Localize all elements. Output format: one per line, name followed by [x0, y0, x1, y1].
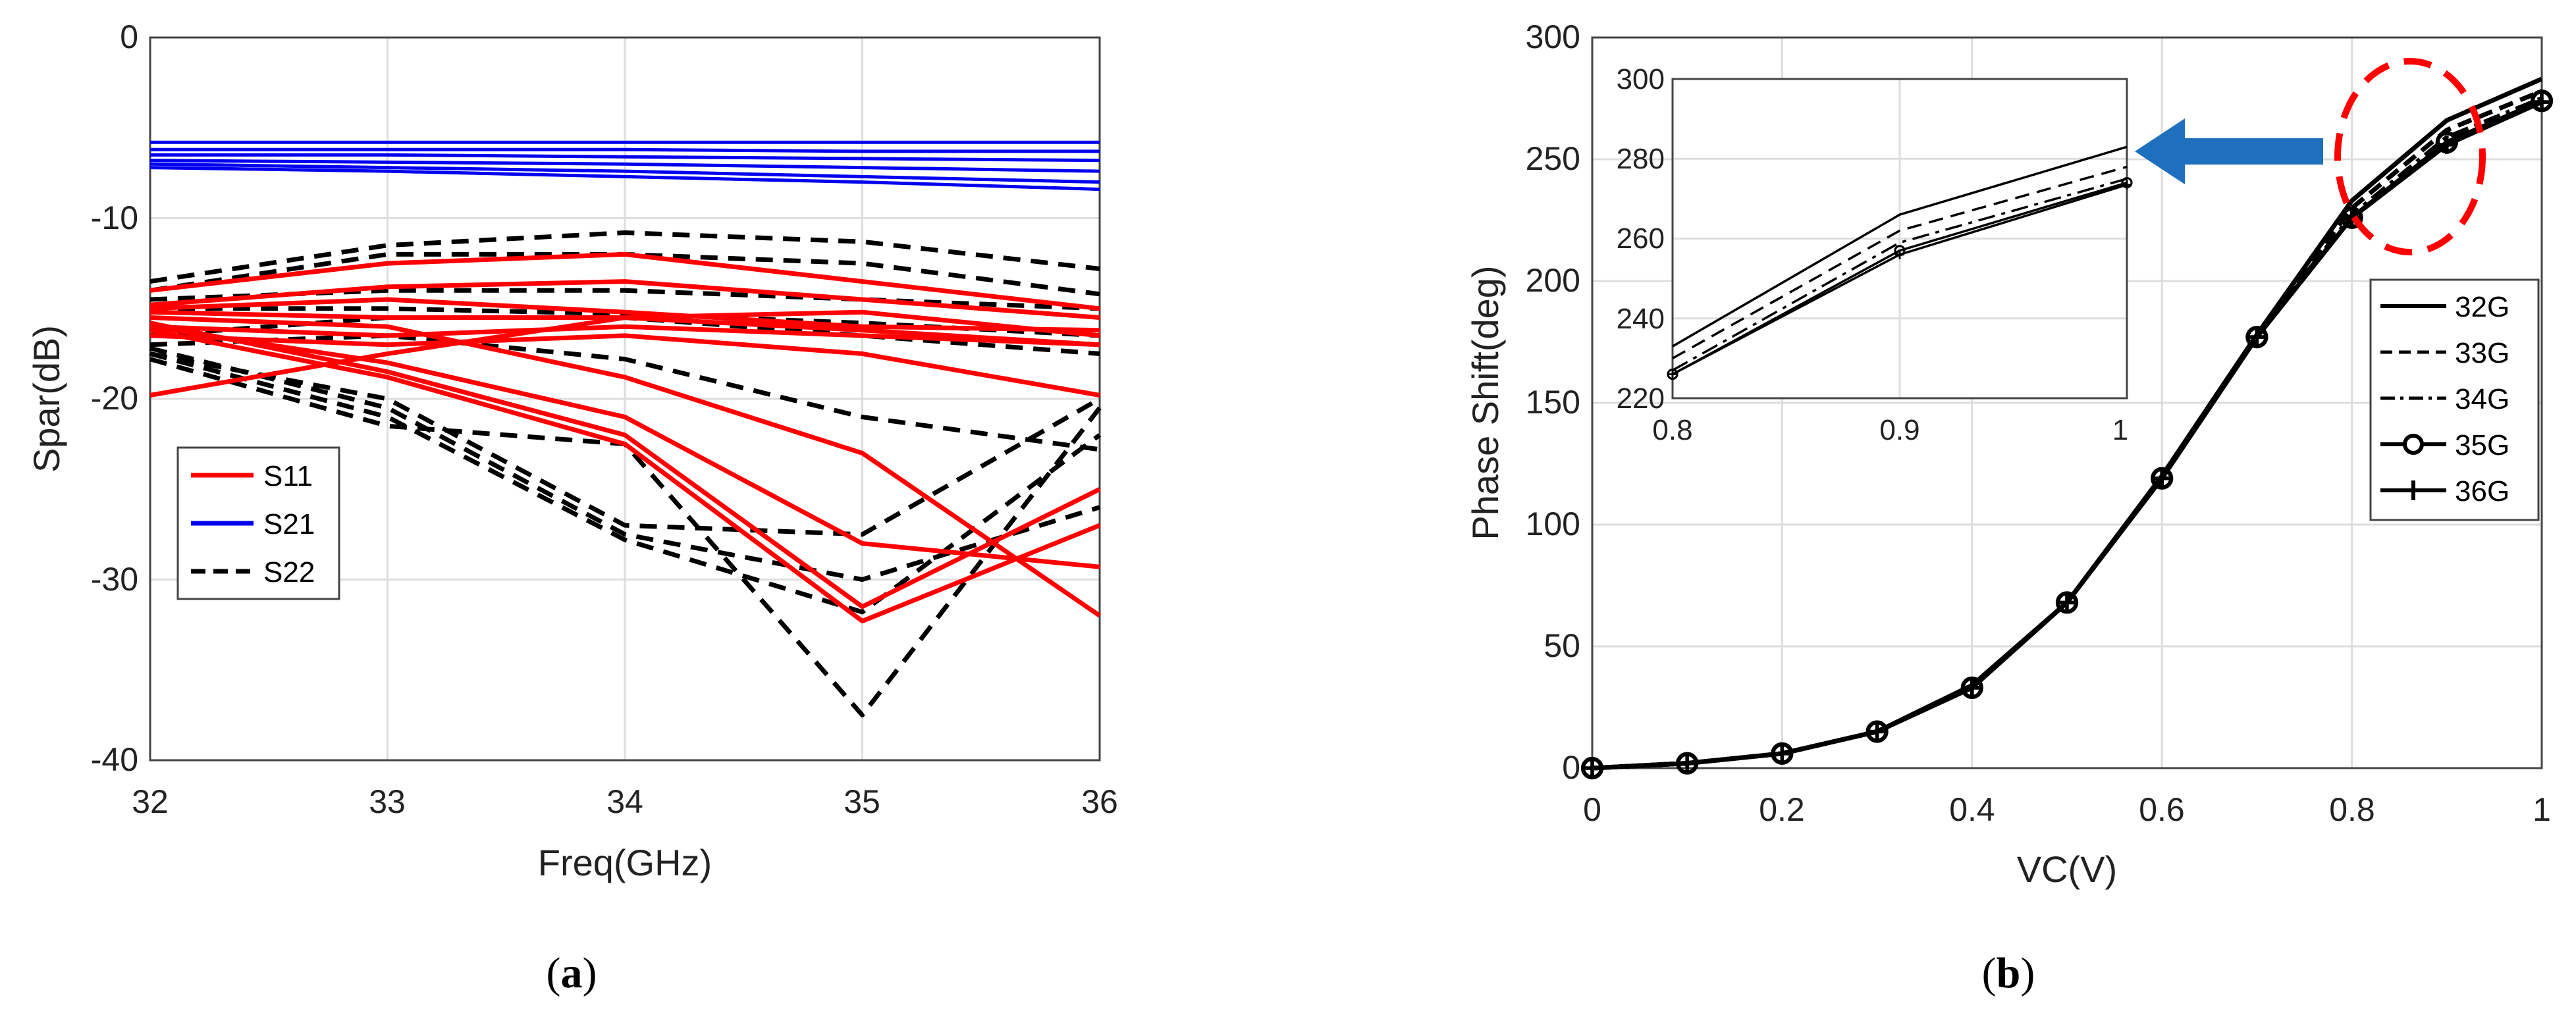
a-xtick-label: 36: [1081, 783, 1118, 820]
b-ytick-label: 0: [1562, 749, 1580, 786]
b-ytick-label: 150: [1526, 384, 1580, 421]
a-series-line-s21-13: [150, 153, 1100, 163]
a-ytick-label: 0: [120, 18, 138, 55]
b-legend-marker-35g: [2403, 434, 2424, 455]
a-series-line-s22-23: [149, 351, 1101, 537]
a-series-line-s11-5: [149, 315, 1101, 618]
panel-a-x-ticks: 32 33 34 35 36: [132, 783, 1118, 820]
inset-series-line-32g: [1672, 145, 2128, 348]
inset-series-line-34g: [1672, 177, 2128, 372]
blue-arrow-head-icon: [2135, 118, 2185, 184]
a-series-line-s21-14: [149, 159, 1100, 173]
a-series-line-s21-15: [149, 162, 1100, 184]
b-ytick-label: 100: [1526, 506, 1580, 542]
a-y-axis-label: Spar(dB): [26, 325, 67, 473]
inset-ytick-label: 220: [1617, 382, 1665, 415]
a-xtick-label: 35: [844, 783, 880, 820]
caption-b: (b): [1982, 949, 2035, 997]
a-series-line-s22-22: [149, 333, 1100, 452]
red-dashed-ellipse: [2334, 58, 2486, 255]
a-series-line-s11-4: [149, 315, 1100, 398]
panel-b-annotation: [2135, 58, 2486, 255]
a-series-line-s11-10: [149, 297, 1100, 333]
a-series-line-s11-3: [149, 324, 1100, 348]
b-legend-label-35g: 35G: [2455, 429, 2509, 461]
panel-a-chart: 0 -10 -20 -30 -40 32 33 34 35 36 Freq(GH…: [26, 18, 1118, 997]
panel-a-y-ticks: 0 -10 -20 -30 -40: [91, 18, 138, 778]
a-series-line-s11-7: [149, 324, 1100, 569]
a-series-line-s11-0: [149, 251, 1100, 311]
b-xtick-label: 0.4: [1949, 791, 1995, 828]
panel-b-inset: 220 240 260 280 300 0.8 0.9 1: [1617, 63, 2133, 446]
a-ytick-label: -10: [91, 199, 138, 236]
b-xtick-label: 0.2: [1759, 791, 1805, 828]
panel-a-legend: S11 S21 S22: [176, 446, 340, 600]
inset-series: [1667, 145, 2133, 380]
b-ytick-label: 200: [1526, 262, 1580, 299]
b-legend-label-36g: 36G: [2455, 475, 2509, 507]
b-xtick-label: 0.8: [2329, 791, 2375, 828]
a-series-line-s22-19: [149, 288, 1100, 311]
inset-ytick-label: 260: [1617, 222, 1665, 255]
b-legend-label-32g: 32G: [2455, 291, 2509, 323]
panel-b-legend: 32G 33G 34G 35G 36G: [2369, 278, 2540, 521]
inset-ytick-label: 300: [1617, 63, 1665, 95]
a-ytick-label: -40: [91, 741, 138, 778]
b-ytick-label: 300: [1526, 18, 1580, 55]
a-xtick-label: 33: [369, 783, 406, 820]
a-series-line-s11-9: [149, 328, 1101, 624]
a-legend-label-s21: S21: [263, 508, 315, 540]
a-x-axis-label: Freq(GHz): [538, 842, 712, 883]
b-xtick-label: 0: [1583, 791, 1601, 828]
a-series-line-s21-16: [149, 166, 1100, 192]
a-series-line-s11-6: [149, 333, 1100, 398]
b-xtick-label: 1: [2533, 791, 2551, 828]
a-legend-label-s11: S11: [263, 460, 313, 492]
inset-ytick-label: 280: [1617, 143, 1665, 175]
a-ytick-label: -30: [91, 561, 138, 598]
b-x-axis-label: VC(V): [2017, 848, 2117, 890]
a-series-line-s22-17: [149, 230, 1100, 284]
caption-a: (a): [547, 949, 597, 997]
inset-ytick-label: 240: [1617, 303, 1665, 335]
caption-b-letter: b: [1997, 949, 2021, 997]
a-xtick-label: 32: [132, 783, 169, 820]
a-series-line-s22-26: [149, 346, 1101, 582]
panel-b-series: [1580, 76, 2554, 780]
a-ytick-label: -20: [91, 380, 138, 417]
b-legend-label-33g: 33G: [2455, 337, 2509, 369]
panel-b-x-ticks: 0 0.2 0.4 0.6 0.8 1: [1583, 791, 2551, 828]
blue-arrow-shaft: [2180, 138, 2323, 165]
b-legend-box: [2369, 278, 2540, 521]
a-series-line-s11-8: [149, 321, 1101, 609]
b-ytick-label: 250: [1526, 140, 1580, 177]
inset-xtick-label: 0.9: [1879, 414, 1919, 446]
b-xtick-label: 0.6: [2139, 791, 2185, 828]
panel-b-chart: 0 50 100 150 200 250 300 0 0.2 0.4 0.6 0…: [1464, 18, 2554, 997]
panel-b-plot-frame: [1591, 36, 2543, 769]
b-y-axis-label: Phase Shift(deg): [1464, 265, 1506, 540]
inset-xtick-label: 1: [2112, 414, 2128, 446]
panel-b-y-ticks: 0 50 100 150 200 250 300: [1526, 18, 1580, 786]
a-series-line-s21-12: [150, 147, 1100, 153]
a-series-line-s11-1: [149, 279, 1100, 320]
a-legend-label-s22: S22: [263, 556, 315, 588]
a-xtick-label: 34: [606, 783, 643, 820]
inset-series-line-33g: [1672, 165, 2128, 359]
caption-a-letter: a: [561, 949, 583, 997]
panel-a-series: [149, 140, 1102, 717]
b-legend-label-34g: 34G: [2455, 383, 2509, 415]
panel-a-plot-frame: [149, 36, 1101, 762]
b-ytick-label: 50: [1543, 627, 1580, 664]
inset-frame: [1671, 78, 2128, 400]
inset-xtick-label: 0.8: [1652, 414, 1692, 446]
